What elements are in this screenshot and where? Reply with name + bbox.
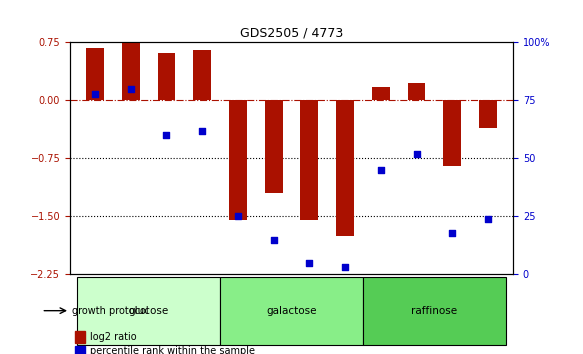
Text: galactose: galactose <box>266 306 317 316</box>
Bar <box>479 101 497 127</box>
FancyBboxPatch shape <box>363 276 506 346</box>
FancyBboxPatch shape <box>77 276 220 346</box>
Point <box>198 128 207 133</box>
Point <box>161 132 171 138</box>
Text: growth protocol: growth protocol <box>72 306 148 316</box>
Text: glucose: glucose <box>128 306 168 316</box>
Point <box>305 260 314 266</box>
Title: GDS2505 / 4773: GDS2505 / 4773 <box>240 27 343 40</box>
Point <box>412 151 422 157</box>
Bar <box>443 101 461 166</box>
Bar <box>75 331 85 343</box>
Bar <box>408 84 426 101</box>
Point <box>483 216 493 222</box>
Bar <box>336 101 354 236</box>
Bar <box>265 101 283 193</box>
Point <box>269 237 278 242</box>
Point <box>233 213 243 219</box>
FancyBboxPatch shape <box>220 276 363 346</box>
Point <box>90 91 100 96</box>
Text: percentile rank within the sample: percentile rank within the sample <box>90 346 255 354</box>
Bar <box>229 101 247 220</box>
Bar <box>122 42 140 101</box>
Bar <box>300 101 318 220</box>
Point <box>448 230 457 235</box>
Text: raffinose: raffinose <box>412 306 458 316</box>
Bar <box>193 50 211 101</box>
Bar <box>75 346 85 354</box>
Point <box>340 265 350 270</box>
Bar <box>372 86 390 101</box>
Bar <box>86 48 104 101</box>
Point <box>126 86 135 92</box>
Bar <box>157 52 175 101</box>
Text: log2 ratio: log2 ratio <box>90 332 137 342</box>
Point <box>376 167 385 173</box>
